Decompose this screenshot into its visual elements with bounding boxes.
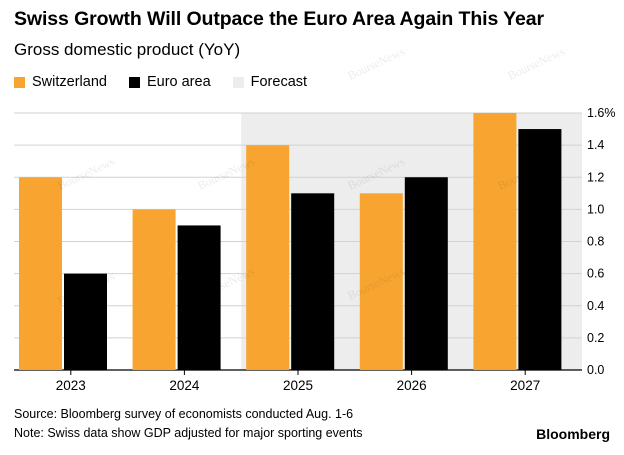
- legend-item-switzerland: Switzerland: [14, 74, 107, 90]
- watermark-text: BourseNews: [345, 44, 407, 83]
- y-tick-label: 0.4: [587, 299, 604, 313]
- bar-switzerland-2027: [473, 113, 517, 370]
- legend-label-euro-area: Euro area: [146, 74, 211, 90]
- y-tick-label: 1.0: [587, 202, 604, 216]
- legend-label-forecast: Forecast: [250, 74, 308, 90]
- legend-item-forecast: Forecast: [232, 74, 308, 90]
- x-tick-label: 2027: [510, 378, 540, 393]
- bar-switzerland-2026: [359, 193, 403, 370]
- x-tick-label: 2025: [283, 378, 313, 393]
- legend-label-switzerland: Switzerland: [32, 74, 107, 90]
- x-tick-label: 2024: [169, 378, 200, 393]
- bar-switzerland-2024: [132, 209, 176, 370]
- bar-euro-area-2027: [518, 129, 562, 370]
- bar-euro-area-2024: [177, 225, 221, 370]
- watermark-text: BourseNews: [505, 44, 567, 83]
- bar-switzerland-2023: [19, 177, 62, 370]
- y-tick-label: 1.4: [587, 138, 604, 152]
- legend-swatch-switzerland: [14, 76, 25, 88]
- bar-euro-area-2026: [404, 177, 448, 370]
- chart-title: Swiss Growth Will Outpace the Euro Area …: [14, 8, 544, 30]
- x-tick-label: 2023: [56, 378, 86, 393]
- source-note: Source: Bloomberg survey of economists c…: [14, 407, 354, 421]
- x-tick-label: 2026: [397, 378, 427, 393]
- y-tick-label: 1.2: [587, 170, 604, 184]
- watermark-text: BourseNews: [55, 154, 117, 193]
- y-tick-label: 0.8: [587, 235, 604, 249]
- chart-subtitle: Gross domestic product (YoY): [14, 40, 241, 59]
- footnote: Note: Swiss data show GDP adjusted for m…: [14, 426, 363, 440]
- legend-item-euro-area: Euro area: [128, 74, 211, 90]
- y-tick-label: 0.2: [587, 331, 604, 345]
- bar-euro-area-2023: [64, 273, 107, 370]
- legend: Switzerland Euro area Forecast: [14, 74, 329, 90]
- bar-euro-area-2025: [291, 193, 335, 370]
- y-tick-label: 1.6%: [587, 106, 616, 120]
- bloomberg-logo: Bloomberg: [536, 426, 610, 442]
- y-tick-label: 0.0: [587, 363, 604, 377]
- y-tick-label: 0.6: [587, 267, 604, 281]
- bar-switzerland-2025: [246, 145, 290, 370]
- legend-swatch-euro-area: [128, 76, 140, 88]
- legend-swatch-forecast: [232, 76, 244, 88]
